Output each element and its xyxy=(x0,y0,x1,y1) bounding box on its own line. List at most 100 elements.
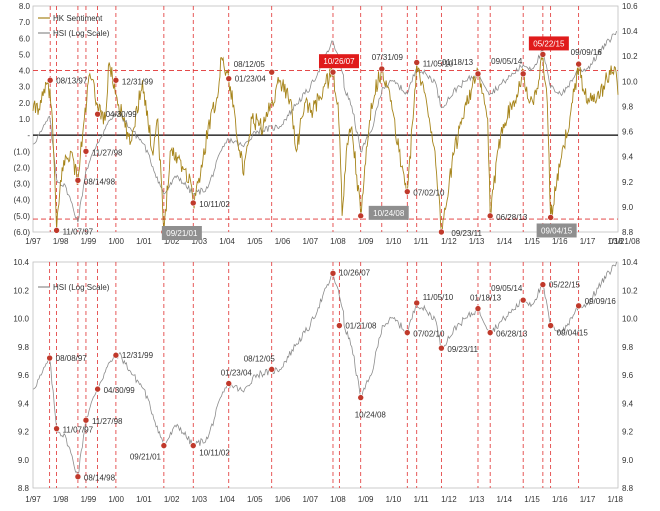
top-right-tick-label: 9.8 xyxy=(622,102,634,111)
event-date-label-top: 09/23/11 xyxy=(451,229,482,238)
event-date-label-bottom: 01/18/13 xyxy=(470,294,502,303)
event-date-label-bottom: 11/05/10 xyxy=(423,293,454,302)
event-date-label-bottom: 10/11/02 xyxy=(199,449,230,458)
event-date-label-bottom: 11/07/97 xyxy=(63,426,94,435)
top-x-tick-label: 1/04 xyxy=(219,237,235,246)
top-left-tick-label: (6.0) xyxy=(14,228,31,237)
event-marker-top xyxy=(94,110,101,118)
event-date-label-top: 01/23/04 xyxy=(235,75,267,84)
bottom-right-tick-label: 8.8 xyxy=(622,484,634,493)
bottom-right-tick-label: 10.2 xyxy=(622,286,638,295)
legend-label-sentiment: HK Sentiment xyxy=(53,14,103,23)
top-right-tick-label: 9.6 xyxy=(622,128,634,137)
top-x-tick-label: 1/16 xyxy=(552,237,568,246)
bottom-x-tick-label: 1/00 xyxy=(108,495,124,504)
bottom-left-tick-label: 9.2 xyxy=(18,428,30,437)
event-date-label-top: 07/31/09 xyxy=(372,53,404,62)
bottom-right-tick-label: 10.4 xyxy=(622,258,638,267)
top-x-tick-label: 1/97 xyxy=(25,237,41,246)
top-x-tick-label: 1/18 xyxy=(607,237,623,246)
bottom-x-tick-label: 1/05 xyxy=(247,495,263,504)
top-x-tick-label: 1/15 xyxy=(524,237,540,246)
event-date-label-bottom: 09/21/01 xyxy=(130,453,162,462)
event-marker-bottom xyxy=(46,354,53,362)
top-left-tick-label: (2.0) xyxy=(14,163,31,172)
top-left-tick-label: (4.0) xyxy=(14,196,31,205)
bottom-left-tick-label: 8.8 xyxy=(18,484,30,493)
event-marker-bottom xyxy=(112,351,120,359)
bottom-right-tick-label: 9.6 xyxy=(622,371,634,380)
event-date-box xyxy=(318,54,359,69)
event-marker-top xyxy=(225,75,233,82)
bottom-left-tick-label: 10.0 xyxy=(13,315,29,324)
event-marker-top xyxy=(112,76,120,84)
event-date-label-top: 06/28/13 xyxy=(496,213,528,222)
event-marker-bottom xyxy=(547,322,554,329)
event-date-label-bottom: 10/26/07 xyxy=(339,268,371,277)
event-date-label-top: 09/21/01 xyxy=(166,229,198,238)
event-marker-bottom xyxy=(268,366,276,373)
top-left-tick-label: (5.0) xyxy=(14,212,31,221)
top-right-tick-label: 8.8 xyxy=(622,228,634,237)
event-marker-bottom xyxy=(413,299,421,307)
bottom-x-tick-label: 1/13 xyxy=(469,495,485,504)
top-right-tick-label: 10.0 xyxy=(622,77,638,86)
bottom-x-tick-label: 1/03 xyxy=(192,495,208,504)
top-plot-frame xyxy=(32,5,619,233)
event-marker-bottom xyxy=(575,302,582,310)
event-date-label-top: 10/24/08 xyxy=(373,209,405,218)
top-left-tick-label: 3.0 xyxy=(19,83,31,92)
event-marker-top xyxy=(357,212,365,220)
top-left-tick-label: 2.0 xyxy=(19,99,31,108)
event-date-label-bottom: 11/27/98 xyxy=(92,417,123,426)
top-left-tick-label: 7.0 xyxy=(19,18,31,27)
top-x-tick-label: 1/07 xyxy=(302,237,318,246)
bottom-x-tick-label: 1/12 xyxy=(441,495,457,504)
event-marker-bottom xyxy=(53,425,60,432)
event-marker-bottom xyxy=(160,442,168,449)
top-x-tick-label: 1/17 xyxy=(580,237,596,246)
bottom-x-tick-label: 1/04 xyxy=(219,495,235,504)
event-marker-top xyxy=(82,147,90,155)
event-date-label-bottom: 12/31/99 xyxy=(122,351,154,360)
top-x-tick-label: 1/99 xyxy=(81,237,97,246)
event-date-label-top: 07/02/10 xyxy=(413,189,445,198)
event-marker-top xyxy=(539,51,547,58)
event-marker-top xyxy=(268,68,276,76)
event-date-label-bottom: 09/05/14 xyxy=(491,284,523,293)
top-left-tick-label: 1.0 xyxy=(19,115,31,124)
event-marker-bottom xyxy=(519,296,527,304)
top-right-tick-label: 10.6 xyxy=(622,2,638,11)
bottom-x-tick-label: 1/09 xyxy=(358,495,374,504)
event-date-label-bottom: 06/28/13 xyxy=(496,330,528,339)
event-date-label-bottom: 07/02/10 xyxy=(413,330,445,339)
event-date-label-bottom: 01/23/04 xyxy=(221,368,253,377)
top-x-tick-label: 1/00 xyxy=(108,237,124,246)
bottom-left-tick-label: 9.8 xyxy=(18,343,30,352)
event-date-label-top: 11/05/10 xyxy=(423,60,454,69)
top-x-tick-label: 1/98 xyxy=(53,237,69,246)
event-marker-bottom xyxy=(74,473,82,481)
bottom-left-tick-label: 9.6 xyxy=(18,371,30,380)
bottom-x-tick-label: 1/01 xyxy=(136,495,152,504)
event-date-label-bottom: 04/30/99 xyxy=(104,386,136,395)
bottom-x-tick-label: 1/14 xyxy=(497,495,513,504)
top-x-tick-label: 1/01 xyxy=(136,237,152,246)
event-marker-top xyxy=(575,60,582,68)
event-date-label-bottom: 09/23/11 xyxy=(447,345,478,354)
event-date-label-bottom: 08/12/05 xyxy=(244,354,276,363)
event-marker-top xyxy=(519,70,527,78)
event-date-label-top: 11/27/98 xyxy=(92,148,123,157)
top-left-tick-label: 6.0 xyxy=(19,34,31,43)
event-marker-bottom xyxy=(438,344,445,352)
event-marker-top xyxy=(74,177,82,184)
bottom-left-tick-label: 9.0 xyxy=(18,456,30,465)
bottom-x-tick-label: 1/06 xyxy=(275,495,291,504)
top-x-tick-label: 1/08 xyxy=(330,237,346,246)
bottom-panel: 10.4 10.4 10.2 10.2 10.0 10.0 9.8 9.8 9.6 9.6 9.4 9… xyxy=(13,258,638,504)
top-x-tick-label: 1/14 xyxy=(497,237,513,246)
event-date-label-top: 09/05/14 xyxy=(491,57,523,66)
top-x-tick-label: 1/10 xyxy=(386,237,402,246)
event-date-label-bottom: 10/24/08 xyxy=(355,411,387,420)
